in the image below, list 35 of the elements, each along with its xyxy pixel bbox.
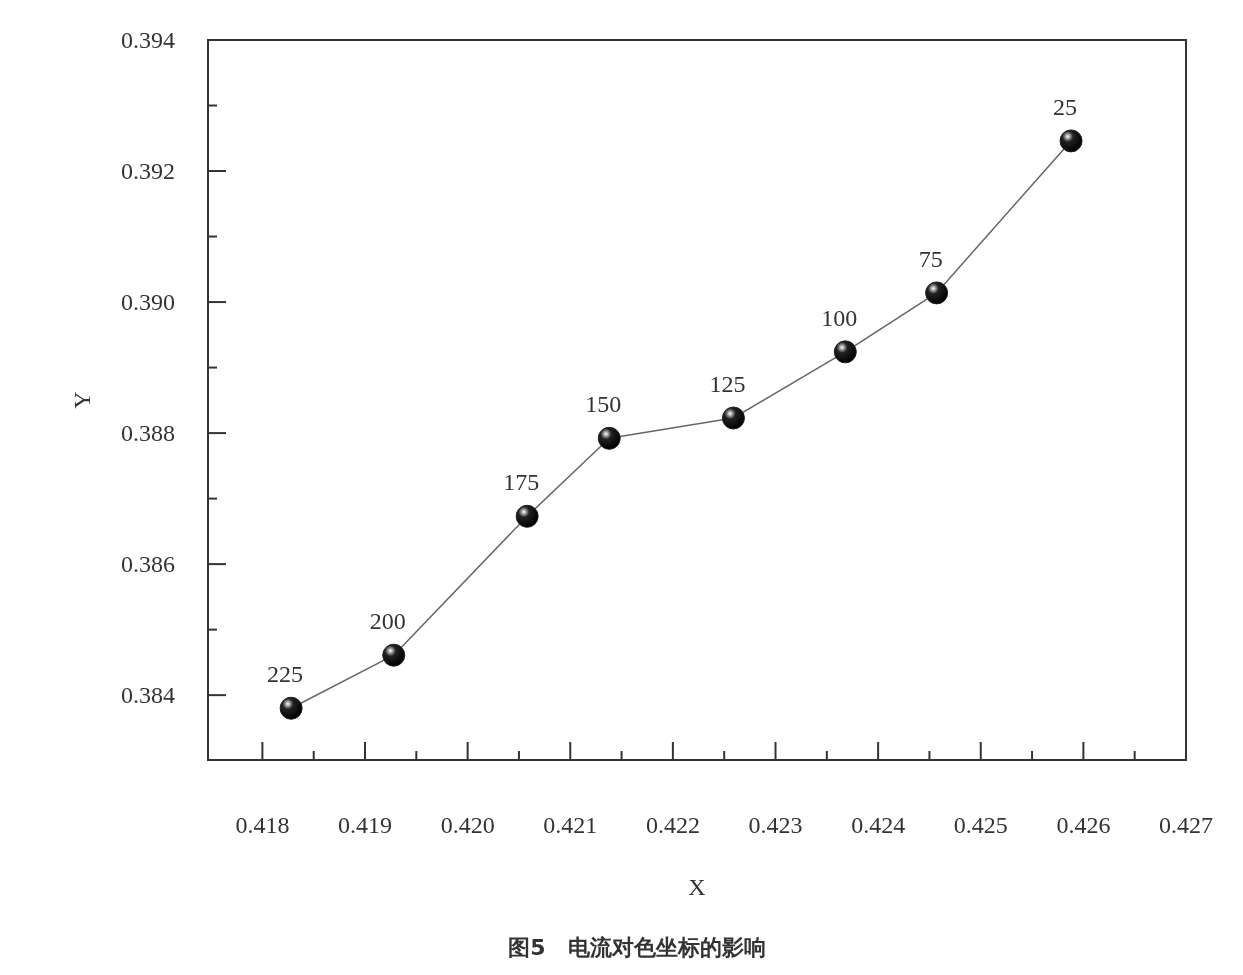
y-tick-label: 0.388 — [121, 420, 175, 447]
x-tick-label: 0.427 — [1159, 812, 1213, 838]
x-tick-label: 0.423 — [748, 812, 803, 838]
annotation: 75 — [918, 245, 943, 272]
annotation: 200 — [369, 608, 406, 635]
annotation: 125 — [709, 371, 746, 398]
x-tick-label: 0.420 — [440, 812, 495, 838]
y-tick-label: 0.384 — [121, 682, 175, 709]
x-tick-label: 0.425 — [953, 812, 1008, 838]
x-tick-label: 0.421 — [543, 812, 598, 838]
x-tick-label: 0.424 — [851, 812, 906, 838]
y-axis-title: Y — [69, 391, 95, 409]
point — [382, 643, 406, 667]
annotation: 25 — [1053, 93, 1078, 120]
annotation: 175 — [503, 469, 540, 496]
text: 图5 电流对色坐标的影响 — [508, 935, 766, 960]
x-tick-label: 0.426 — [1056, 812, 1111, 838]
point — [1059, 129, 1083, 153]
y-tick-label: 0.386 — [121, 551, 175, 578]
point — [279, 696, 303, 720]
point — [597, 426, 621, 450]
x-tick-label: 0.419 — [338, 812, 393, 838]
y-tick-label: 0.390 — [121, 289, 175, 316]
point — [515, 504, 539, 528]
point — [833, 340, 857, 364]
annotation: 100 — [821, 304, 858, 331]
point — [925, 281, 949, 305]
y-tick-label: 0.394 — [121, 27, 175, 53]
point — [721, 406, 745, 430]
x-tick-label: 0.422 — [645, 812, 700, 838]
x-axis-title: X — [688, 874, 706, 900]
y-tick-label: 0.392 — [121, 158, 175, 185]
annotation: 150 — [585, 391, 622, 418]
x-tick-label: 0.418 — [235, 812, 290, 838]
annotation: 225 — [267, 661, 304, 688]
